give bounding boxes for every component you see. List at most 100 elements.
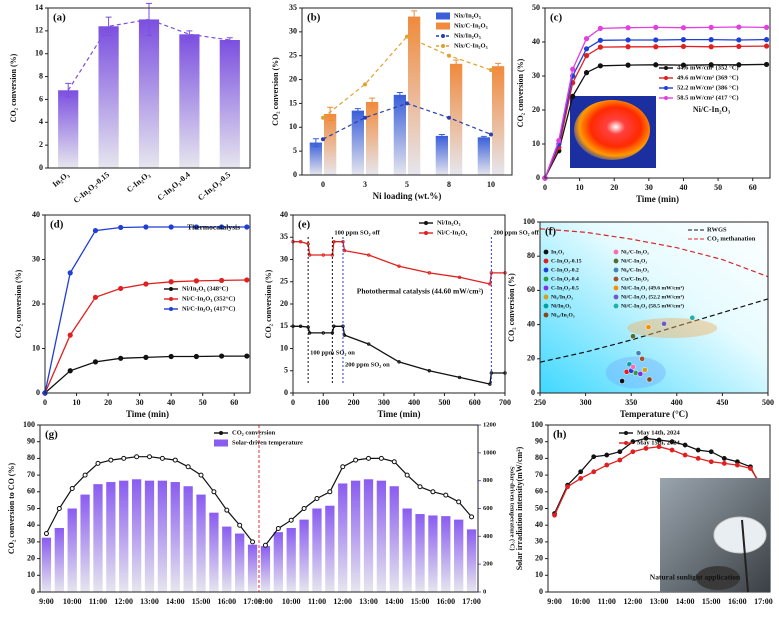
data-line [44,355,247,394]
point [734,462,740,468]
plot-frame [44,214,251,394]
y-tick-label: 0 [284,388,288,397]
point [193,353,199,360]
legend-label: Ni/C-In₂O₃ (58.5 mW/cm²) [621,302,684,309]
legend-marker [219,431,223,435]
y-tick-label: 50 [27,503,35,512]
x-tick-label: 17:00 [462,597,481,606]
point [92,359,99,365]
point [56,506,62,511]
x-tick-label: 20 [610,183,618,192]
legend-marker [441,44,445,48]
legend-swatch [214,439,228,447]
bar [477,137,490,175]
plot-frame [544,7,771,179]
y-tick-label: 0 [39,163,43,172]
x-tick-label: 13:00 [359,597,378,606]
y-tick-label: 70 [535,470,543,479]
y-axis-title: CO₂ conversion to CO (%) [7,463,16,555]
event-label: 200 ppm SO₂ off [493,229,539,236]
x-tick-label: 300 [378,398,390,407]
x-tick-label: 16:00 [728,597,747,606]
bar [454,519,464,592]
y2-tick-label: 0 [483,588,486,595]
error-bar [226,37,233,43]
point [708,44,714,50]
point [143,281,149,287]
x-tick-label: 9:00 [258,597,273,606]
highlight [627,318,718,339]
x-tick-label: 500 [438,398,450,407]
y-tick-label: 40 [527,319,535,328]
legend-marker [613,303,619,309]
point [168,353,174,360]
legend-marker [664,76,668,80]
point [378,455,384,461]
legend-marker [664,66,668,70]
point [625,44,631,50]
point [397,360,401,364]
point [307,253,312,257]
x-tick-label: 0 [291,398,295,407]
point [625,25,631,31]
error-bar [480,135,487,139]
legend-marker [613,276,619,282]
legend-marker [543,312,549,318]
y-tick-label: 10 [280,343,288,352]
error-bar [495,62,502,70]
legend-marker [169,287,173,291]
point [645,324,652,331]
point [763,61,770,68]
dish [713,516,767,554]
point [67,332,73,338]
bar [170,482,180,592]
error-bar [369,97,376,107]
legend-label: Ni/In₂O₃ [551,303,571,309]
point [367,253,371,257]
bar [144,480,155,592]
point [630,363,636,370]
point [219,277,225,284]
legend-label: In₂O₃ [551,249,564,255]
x-tick-label: 10 [487,180,495,189]
x-tick-label: 350 [625,398,637,407]
bar [119,480,129,592]
legend-marker [543,267,549,273]
y2-tick-label: 1000 [483,449,496,456]
x-tick-label: 15:00 [192,597,211,606]
point [244,277,250,283]
y-tick-label: 10 [535,570,543,579]
x-tick-label: 11:00 [308,597,326,606]
bar [312,508,322,592]
y-tick-label: 0 [531,388,535,397]
point [583,35,590,42]
x-tick-label: 12:00 [624,597,643,606]
x-tick-label: 20 [104,398,112,407]
point [92,294,99,300]
y2-tick-label: 400 [483,533,493,540]
y-tick-label: 30 [289,27,297,36]
point [405,34,409,39]
point [198,472,204,478]
legend-label: C-In₂O₃-0.2 [551,267,579,273]
point [689,314,696,321]
point [321,137,325,142]
bar [338,483,348,592]
point [67,270,73,276]
legend-label: Ni/In₂O₃ [437,219,460,226]
point [430,489,436,495]
y-axis-title: CO₂ conversion (%) [271,57,280,126]
point [427,369,431,373]
bar [222,526,232,592]
bar [309,142,322,175]
point [646,376,653,383]
y-tick-label: 30 [32,254,40,263]
point [321,115,325,120]
error-bar [354,108,361,113]
error-bar [105,16,112,36]
point [244,224,250,230]
point [397,264,401,268]
point [134,454,140,460]
point [570,93,576,100]
point [643,435,649,441]
